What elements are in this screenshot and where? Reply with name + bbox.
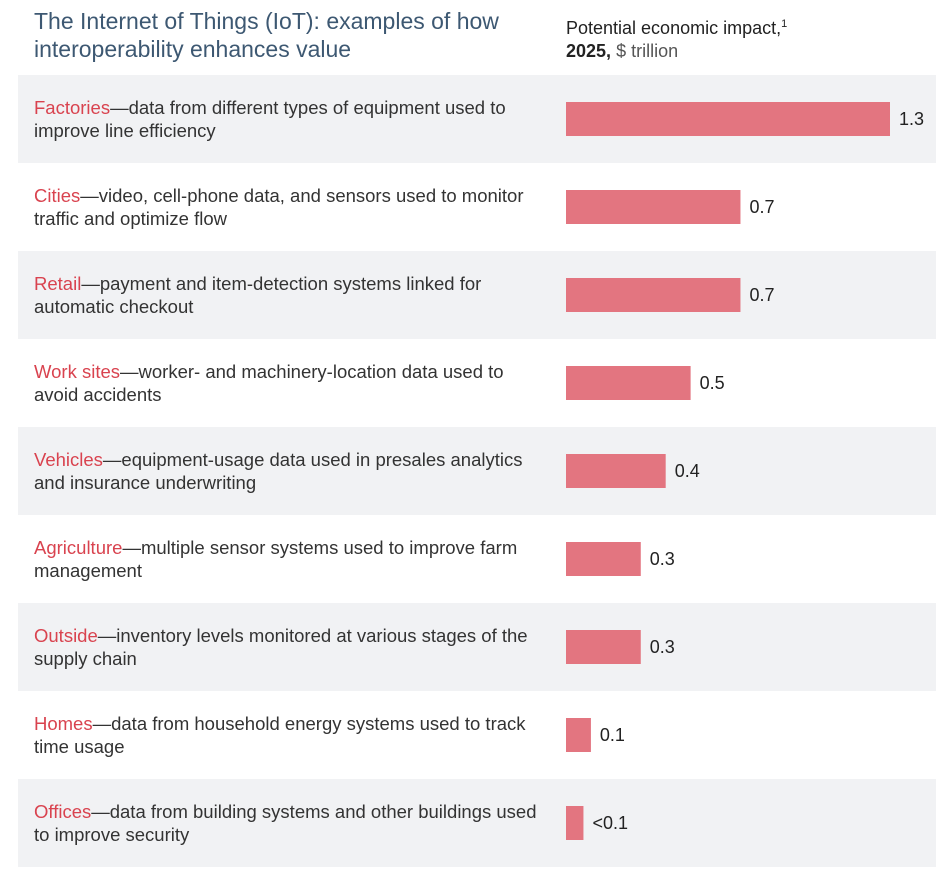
category-row: Offices—data from building systems and o… [18, 779, 936, 867]
category-label: Vehicles [34, 449, 103, 470]
category-label: Offices [34, 801, 92, 822]
category-row: Homes—data from household energy systems… [18, 691, 936, 779]
category-row: Outside—inventory levels monitored at va… [18, 603, 936, 691]
row-description: Offices—data from building systems and o… [34, 801, 537, 845]
unit-label-main: Potential economic impact, [566, 18, 782, 38]
category-label: Agriculture [34, 537, 123, 558]
category-rows: Factories—data from different types of e… [18, 75, 936, 867]
description-text: equipment-usage data used in presales an… [34, 449, 523, 493]
footnote-mark: 1 [781, 18, 788, 30]
category-row: Agriculture—multiple sensor systems used… [18, 515, 936, 603]
row-description: Cities—video, cell-phone data, and senso… [34, 185, 524, 229]
unit-label-year: 2025, [566, 41, 612, 61]
description-text: payment and item-detection systems linke… [34, 273, 482, 317]
row-description: Factories—data from different types of e… [34, 97, 506, 141]
row-description: Retail—payment and item-detection system… [34, 273, 482, 317]
category-label: Outside [34, 625, 98, 646]
unit-label-unit: $ trillion [616, 41, 679, 61]
row-description: Agriculture—multiple sensor systems used… [34, 537, 518, 581]
description-text: data from different types of equipment u… [34, 97, 506, 141]
description-text: worker- and machinery-location data used… [34, 361, 504, 405]
category-label: Retail [34, 273, 82, 294]
category-label: Work sites [34, 361, 121, 382]
unit-label: Potential economic impact,1 2025, $ tril… [566, 13, 926, 63]
category-row: Cities—video, cell-phone data, and senso… [18, 163, 936, 251]
row-description: Work sites—worker- and machinery-locatio… [34, 361, 504, 405]
category-label: Homes [34, 713, 93, 734]
category-label: Cities [34, 185, 81, 206]
category-row: Vehicles—equipment-usage data used in pr… [18, 427, 936, 515]
category-label: Factories [34, 97, 111, 118]
description-text: inventory levels monitored at various st… [34, 625, 528, 669]
category-row: Work sites—worker- and machinery-locatio… [18, 339, 936, 427]
row-description: Homes—data from household energy systems… [34, 713, 526, 757]
description-text: video, cell-phone data, and sensors used… [34, 185, 524, 229]
chart-title: The Internet of Things (IoT): examples o… [34, 8, 499, 62]
description-text: multiple sensor systems used to improve … [34, 537, 518, 581]
description-text: data from household energy systems used … [34, 713, 526, 757]
row-description: Outside—inventory levels monitored at va… [34, 625, 528, 669]
row-description: Vehicles—equipment-usage data used in pr… [34, 449, 523, 493]
category-row: Factories—data from different types of e… [18, 75, 936, 163]
description-text: data from building systems and other bui… [34, 801, 537, 845]
category-row: Retail—payment and item-detection system… [18, 251, 936, 339]
